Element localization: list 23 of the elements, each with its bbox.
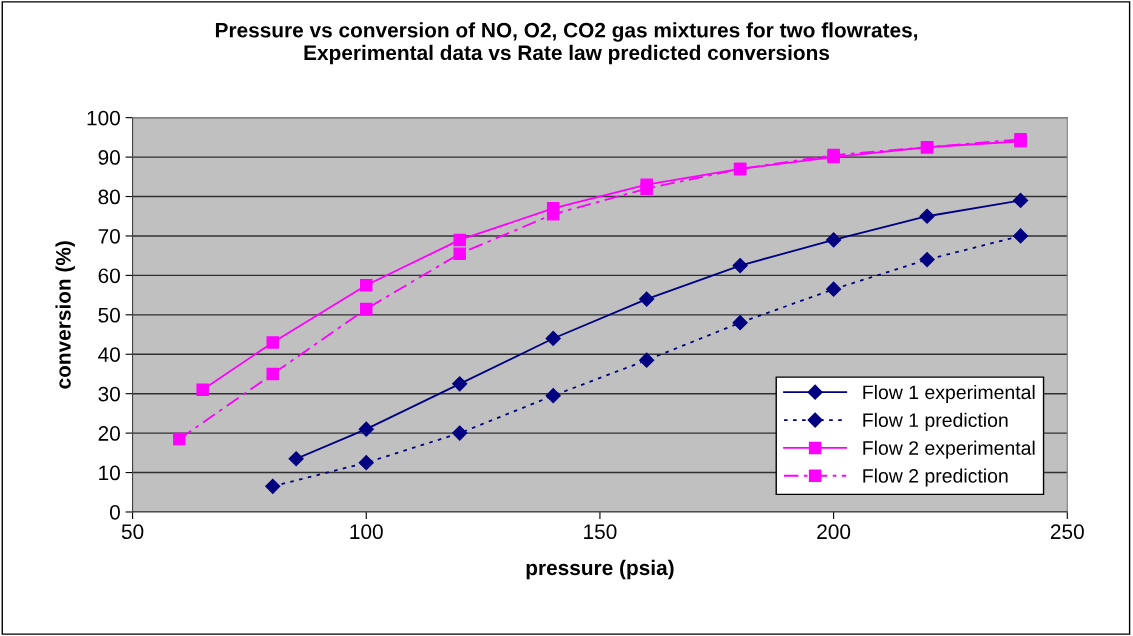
y-tick-label: 90 xyxy=(98,150,120,165)
y-tick-label: 30 xyxy=(98,386,120,402)
y-axis-title: conversion (%) xyxy=(55,241,75,389)
x-tick-label: 200 xyxy=(817,524,851,540)
legend-label: Flow 2 experimental xyxy=(863,440,1035,459)
y-tick-label: 70 xyxy=(98,228,120,244)
y-tick-label: 40 xyxy=(98,347,120,363)
y-tick-label: 10 xyxy=(99,465,120,481)
y-tick-label: 100 xyxy=(87,110,120,126)
y-tick-label: 0 xyxy=(109,504,120,520)
legend-label: Flow 1 prediction xyxy=(863,412,1008,431)
y-tick-label: 80 xyxy=(98,189,120,205)
y-tick-label: 60 xyxy=(98,268,120,284)
y-tick-label: 50 xyxy=(98,307,120,323)
chart-title: Pressure vs conversion of NO, O2, CO2 gas mixtures for two flowrates, Experimental data vs Rate law predicted conversions xyxy=(215,22,918,65)
legend-label: Flow 1 experimental xyxy=(863,384,1035,404)
x-tick-label: 150 xyxy=(584,524,617,540)
x-tick-label: 100 xyxy=(350,524,383,540)
x-axis-title: pressure (psia) xyxy=(526,559,674,580)
y-tick-label: 20 xyxy=(98,426,120,441)
x-tick-label: 250 xyxy=(1050,524,1084,540)
x-tick-label: 50 xyxy=(121,524,144,540)
legend-label: Flow 2 prediction xyxy=(863,468,1008,487)
